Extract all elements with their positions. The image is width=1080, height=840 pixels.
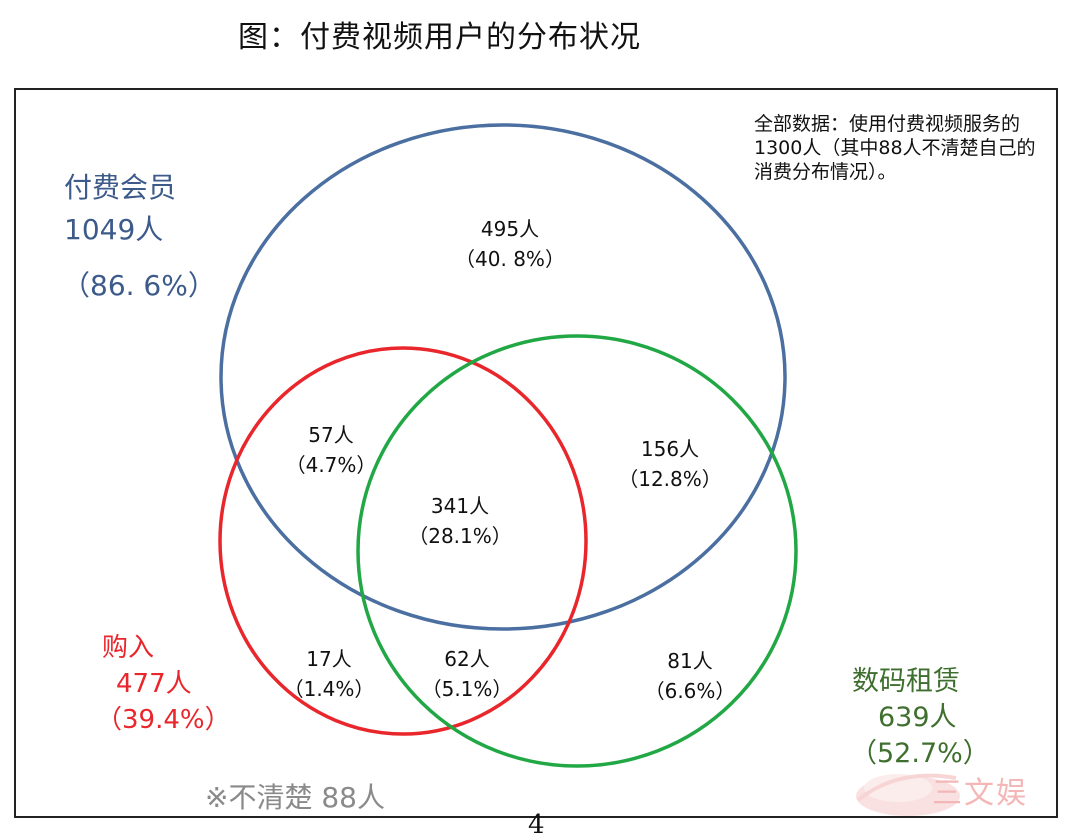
- region-count: 17人: [306, 647, 352, 671]
- region-pct: （28.1%）: [408, 524, 512, 548]
- purchase-set-label: 购入 477人 （39.4%）: [96, 630, 231, 738]
- total-data-note: 全部数据：使用付费视频服务的1300人（其中88人不清楚自己的消费分布情况）。: [754, 113, 1036, 183]
- region-count: 57人: [308, 423, 354, 447]
- watermark-text: 三文娱: [932, 776, 1028, 811]
- region-member-only: 495人 （40. 8%）: [430, 214, 590, 274]
- page-title: 图：付费视频用户的分布状况: [238, 20, 641, 55]
- region-count: 62人: [444, 647, 490, 671]
- member-count: 1049人: [64, 213, 164, 246]
- rental-pct: （52.7%）: [850, 738, 990, 769]
- member-name: 付费会员: [64, 171, 177, 204]
- region-pct: （12.8%）: [618, 467, 722, 491]
- member-pct: （86. 6%）: [62, 269, 216, 302]
- member-circle: [219, 123, 787, 631]
- region-pct: （1.4%）: [283, 677, 375, 701]
- page-number: 4: [528, 810, 545, 840]
- region-count: 81人: [667, 649, 713, 673]
- region-purchase-rental: 62人 （5.1%）: [412, 644, 522, 704]
- rental-set-label: 数码租赁 639人 （52.7%）: [850, 664, 990, 772]
- purchase-circle: [218, 346, 588, 736]
- diagram-frame: [14, 88, 1058, 818]
- purchase-count: 477人: [116, 669, 192, 699]
- region-count: 495人: [480, 217, 540, 241]
- region-purchase-only: 17人 （1.4%）: [274, 644, 384, 704]
- rental-circle: [356, 334, 798, 768]
- region-pct: （5.1%）: [421, 677, 513, 701]
- unknown-count: ※不清楚 88人: [205, 781, 385, 814]
- region-pct: （4.7%）: [285, 453, 377, 477]
- region-member-rental: 156人 （12.8%）: [600, 434, 740, 494]
- purchase-name: 购入: [102, 633, 155, 663]
- purchase-pct: （39.4%）: [96, 705, 231, 735]
- region-pct: （6.6%）: [644, 679, 736, 703]
- region-count: 341人: [430, 494, 490, 518]
- region-rental-only: 81人 （6.6%）: [630, 646, 750, 706]
- region-count: 156人: [640, 437, 700, 461]
- region-member-purchase: 57人 （4.7%）: [266, 420, 396, 480]
- watermark-logo-icon: [856, 773, 960, 816]
- rental-name: 数码租赁: [852, 666, 960, 697]
- rental-count: 639人: [878, 702, 957, 733]
- region-all-three: 341人 （28.1%）: [390, 491, 530, 551]
- region-pct: （40. 8%）: [455, 247, 565, 271]
- member-set-label: 付费会员 1049人 （86. 6%）: [62, 170, 216, 304]
